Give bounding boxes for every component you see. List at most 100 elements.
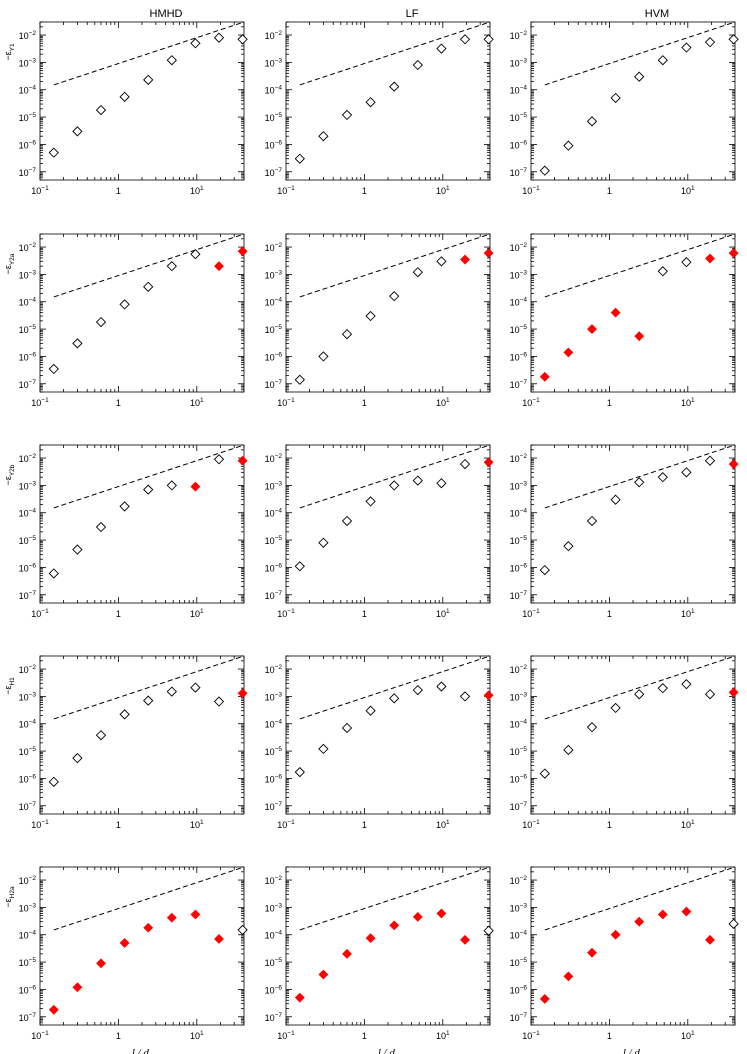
data-point-open <box>657 266 668 277</box>
data-point-open <box>119 709 130 720</box>
reference-line <box>544 866 736 931</box>
data-point-filled <box>610 929 621 940</box>
y-tick-label: 10−3 <box>265 57 283 68</box>
reference-line <box>299 233 491 298</box>
y-tick-label: 10−7 <box>265 801 283 812</box>
data-point-open <box>237 924 248 936</box>
data-point-open <box>436 43 447 54</box>
data-point-open <box>341 722 353 734</box>
data-point-filled <box>96 958 106 969</box>
data-point-filled <box>214 934 224 944</box>
y-tick-label: 10−2 <box>265 242 283 253</box>
reference-line <box>53 444 245 509</box>
x-tick-label: 101 <box>681 608 695 619</box>
data-point-open <box>483 34 494 45</box>
plot-frame <box>285 444 491 604</box>
y-tick-label: 10−4 <box>265 297 283 308</box>
data-point-filled <box>539 371 550 382</box>
x-tick-label: 1 <box>116 398 121 408</box>
data-point-open <box>657 472 668 483</box>
y-tick-label: 10−6 <box>265 139 283 150</box>
data-point-open <box>294 374 305 385</box>
data-point-open <box>143 484 154 495</box>
y-tick-label: 10−5 <box>510 112 528 123</box>
panel-r2-c3: 10−1 1 101 10−7 10−6 10−5 10−4 10−3 10−2 <box>510 233 739 408</box>
x-tick-label: 101 <box>190 397 204 408</box>
data-point-filled <box>728 248 739 259</box>
y-tick-label: 10−7 <box>265 167 283 178</box>
y-tick-label: 10−7 <box>510 590 528 601</box>
data-point-open <box>213 32 225 43</box>
data-point-filled <box>728 687 739 698</box>
y-tick-label: 10−5 <box>510 535 528 546</box>
x-tick-label: 101 <box>190 608 204 619</box>
reference-line <box>299 655 491 720</box>
y-axis-label: −εH1 <box>3 677 16 695</box>
x-tick-label: 1 <box>116 1031 121 1041</box>
panel-r5-c1: 10−1 1 101 10−7 10−6 10−5 10−4 10−3 10−2−εH2a l /… <box>3 866 248 1054</box>
data-point-open <box>539 165 550 176</box>
plot-frame <box>285 655 491 815</box>
data-point-open <box>586 722 598 733</box>
data-point-open <box>586 116 598 127</box>
panel-r2-c2: 10−1 1 101 10−7 10−6 10−5 10−4 10−3 10−2 <box>265 233 494 408</box>
data-point-filled <box>483 457 494 468</box>
data-point-filled <box>539 993 550 1004</box>
data-point-open <box>634 477 645 488</box>
data-point-open <box>95 730 107 741</box>
y-tick-label: 10−3 <box>510 269 528 280</box>
data-point-open <box>634 689 645 700</box>
panel-r4-c2: 10−1 1 101 10−7 10−6 10−5 10−4 10−3 10−2 <box>265 655 494 830</box>
data-point-open <box>539 564 550 576</box>
y-tick-label: 10−4 <box>19 930 37 941</box>
data-point-open <box>318 537 329 548</box>
data-point-filled <box>634 916 645 927</box>
reference-line <box>544 21 736 86</box>
y-tick-label: 10−7 <box>19 1012 37 1023</box>
y-tick-label: 10−5 <box>265 535 283 546</box>
x-tick-label: 101 <box>436 185 450 196</box>
data-point-filled <box>587 324 597 335</box>
reference-line <box>299 444 491 509</box>
data-point-filled <box>460 934 470 945</box>
data-point-filled <box>237 455 248 466</box>
data-point-filled <box>728 459 739 470</box>
data-point-filled <box>72 982 83 993</box>
data-point-filled <box>294 992 305 1003</box>
data-point-open <box>704 37 716 48</box>
y-tick-label: 10−5 <box>19 957 37 968</box>
data-point-filled <box>190 481 201 492</box>
data-point-open <box>610 494 621 505</box>
x-tick-label: 101 <box>190 1030 204 1041</box>
plot-frame <box>39 866 245 1026</box>
y-tick-label: 10−7 <box>265 1012 283 1023</box>
y-tick-label: 10−3 <box>19 57 37 68</box>
x-tick-label: 101 <box>681 185 695 196</box>
y-tick-label: 10−4 <box>265 508 283 519</box>
x-tick-label: 10−1 <box>31 819 49 830</box>
x-tick-label: 101 <box>681 397 695 408</box>
y-tick-label: 10−4 <box>510 297 528 308</box>
y-tick-label: 10−4 <box>510 508 528 519</box>
y-tick-label: 10−6 <box>510 773 528 784</box>
data-point-open <box>365 310 376 322</box>
data-point-filled <box>705 934 715 945</box>
y-tick-label: 10−3 <box>19 269 37 280</box>
data-point-open <box>318 131 329 142</box>
x-tick-label: 101 <box>436 1030 450 1041</box>
y-tick-label: 10−2 <box>265 664 283 675</box>
reference-line <box>544 233 736 298</box>
x-tick-label: 10−1 <box>277 185 295 196</box>
x-axis-label: l / dp <box>132 1047 153 1054</box>
y-tick-label: 10−7 <box>265 590 283 601</box>
data-point-filled <box>563 971 574 982</box>
y-tick-label: 10−2 <box>265 875 283 886</box>
data-point-open <box>634 71 645 82</box>
reference-line <box>544 655 736 720</box>
data-point-open <box>412 267 423 278</box>
x-tick-label: 1 <box>116 820 121 830</box>
data-point-open <box>190 682 201 693</box>
x-tick-label: 1 <box>116 186 121 196</box>
y-tick-label: 10−4 <box>265 85 283 96</box>
column-titles: HMHD LF HVM <box>150 8 670 20</box>
